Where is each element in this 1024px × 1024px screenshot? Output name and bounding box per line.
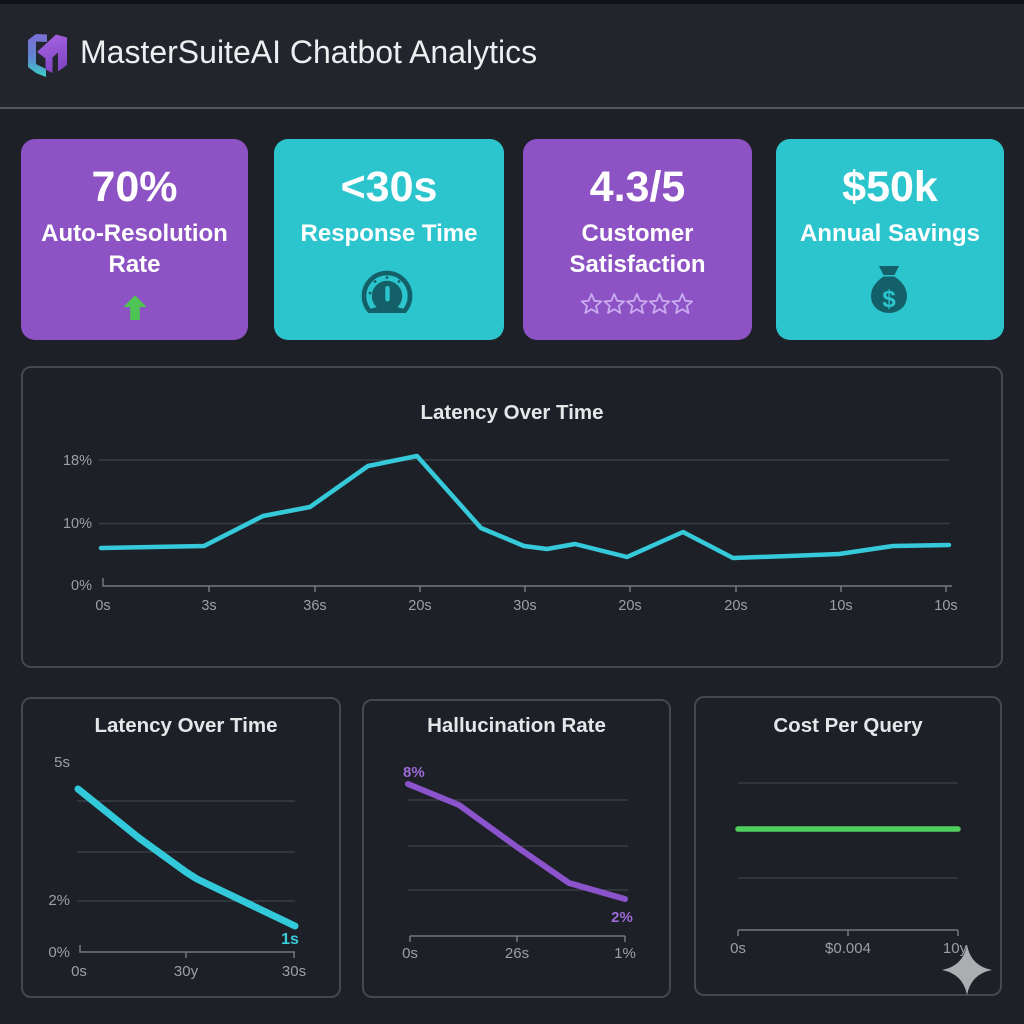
svg-text:2%: 2% bbox=[611, 909, 633, 926]
svg-text:10s: 10s bbox=[934, 598, 957, 614]
svg-text:20s: 20s bbox=[618, 598, 641, 614]
svg-text:0s: 0s bbox=[95, 598, 110, 614]
svg-text:20s: 20s bbox=[724, 598, 747, 614]
svg-text:5s: 5s bbox=[54, 754, 70, 771]
svg-text:0%: 0% bbox=[48, 944, 70, 961]
svg-text:10%: 10% bbox=[63, 516, 92, 532]
svg-text:1%: 1% bbox=[614, 945, 636, 962]
svg-text:10y: 10y bbox=[943, 940, 968, 957]
svg-text:30y: 30y bbox=[174, 963, 199, 980]
svg-text:$0.004: $0.004 bbox=[825, 940, 871, 957]
svg-text:0s: 0s bbox=[71, 963, 87, 980]
svg-text:3s: 3s bbox=[201, 598, 216, 614]
svg-text:10s: 10s bbox=[829, 598, 852, 614]
svg-text:30s: 30s bbox=[282, 963, 306, 980]
svg-text:$: $ bbox=[882, 286, 896, 313]
svg-text:36s: 36s bbox=[303, 598, 326, 614]
svg-text:1s: 1s bbox=[281, 931, 299, 948]
svg-text:20s: 20s bbox=[408, 598, 431, 614]
svg-text:30s: 30s bbox=[513, 598, 536, 614]
svg-text:8%: 8% bbox=[403, 764, 425, 781]
svg-text:0s: 0s bbox=[730, 940, 746, 957]
svg-text:0%: 0% bbox=[71, 578, 92, 594]
svg-text:2%: 2% bbox=[48, 892, 70, 909]
svg-text:26s: 26s bbox=[505, 945, 529, 962]
svg-text:0s: 0s bbox=[402, 945, 418, 962]
svg-text:18%: 18% bbox=[63, 453, 92, 469]
